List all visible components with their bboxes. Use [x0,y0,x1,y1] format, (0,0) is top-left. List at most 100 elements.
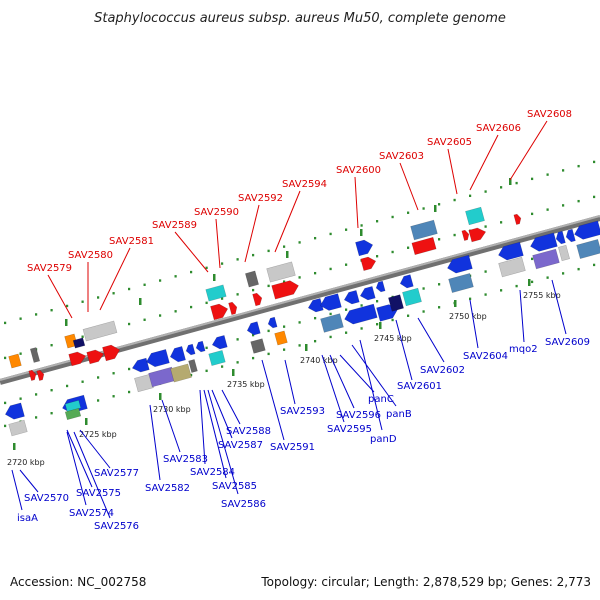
track-dot [267,284,270,288]
gene-label[interactable]: SAV2603 [379,151,424,162]
kbp-label: 2730 kbp [153,405,191,414]
gene-block [8,419,28,437]
track-dot [128,367,131,371]
gene-label[interactable]: SAV2601 [397,381,442,392]
gene-label[interactable]: SAV2579 [27,263,72,274]
gene-label[interactable]: SAV2582 [145,483,190,494]
track-dot [531,280,534,284]
track-dot [593,263,596,267]
gene-label[interactable]: SAV2576 [94,521,139,532]
leader-line [469,134,499,191]
gene-arrow [555,230,566,245]
track-dot [298,276,301,279]
gene-block [82,320,118,342]
track-dot [283,325,286,328]
tick-mark [305,344,308,351]
track-dot [360,224,363,227]
tick-mark [434,205,437,212]
gene-label[interactable]: SAV2577 [94,468,139,479]
gene-label[interactable]: SAV2586 [221,499,266,510]
gene-label[interactable]: SAV2584 [190,467,235,478]
kbp-label: 2755 kbp [523,291,561,300]
gene-block [274,330,288,346]
tick-mark [159,393,162,400]
gene-arrow [399,274,414,289]
leader-line [351,344,397,407]
gene-label[interactable]: SAV2575 [76,488,121,499]
gene-block [557,244,571,262]
gene-block [448,273,474,293]
track-dot [314,316,317,320]
gene-block [8,353,22,369]
track-dot [128,322,131,326]
track-dot [97,399,100,402]
gene-arrow [28,369,37,381]
gene-label[interactable]: SAV2595 [327,424,372,435]
gene-label[interactable]: panC [368,394,394,405]
gene-arrow [447,254,473,274]
gene-label[interactable]: SAV2593 [280,406,325,417]
label-leaders [11,120,567,519]
track-dot [593,160,596,164]
gene-label[interactable]: SAV2594 [282,179,327,190]
track-dot [159,314,162,317]
track-dot [174,275,177,278]
track-dot [283,348,286,351]
tick-mark [360,229,363,236]
track-dot [484,225,487,228]
gene-label[interactable]: SAV2608 [527,109,572,120]
kbp-label: 2740 kbp [300,356,338,365]
leader-line [215,218,221,269]
track-dot [329,232,332,236]
gene-label[interactable]: mqo2 [509,344,538,355]
gene-label[interactable]: SAV2604 [463,351,508,362]
track-dot [236,338,239,341]
gene-label[interactable]: panD [370,434,397,445]
gene-label[interactable]: SAV2574 [69,508,114,519]
gene-label[interactable]: SAV2596 [336,410,381,421]
gene-arrow [36,369,45,381]
track-dot [35,416,38,419]
gene-arrow [498,241,524,261]
gene-arrow [4,402,25,420]
tick-mark [213,274,216,281]
gene-label[interactable]: isaA [17,513,38,524]
track-dot [4,356,7,360]
leader-line [509,120,548,181]
tick-mark [13,443,16,450]
gene-arrow [375,280,386,293]
gene-label[interactable]: SAV2590 [194,207,239,218]
gene-label[interactable]: SAV2580 [68,250,113,261]
track-dot [577,164,580,168]
gene-label[interactable]: panB [386,409,412,420]
gene-block [411,237,437,255]
leader-line [149,404,161,481]
gene-label[interactable]: SAV2605 [427,137,472,148]
track-dot [345,263,348,266]
gene-label[interactable]: SAV2587 [218,440,263,451]
gene-label[interactable]: SAV2592 [238,193,283,204]
scale-ticks: 2720 kbp 2725 kbp 2730 kbp 2735 kbp 2740… [7,178,561,467]
gene-label[interactable]: SAV2606 [476,123,521,134]
gene-label[interactable]: SAV2602 [420,365,465,376]
track-dot [66,304,69,308]
leader-line [284,359,296,405]
genome-summary-text: Topology: circular; Length: 2,878,529 bp… [260,575,591,589]
gene-label[interactable]: SAV2585 [212,481,257,492]
gene-label[interactable]: SAV2583 [163,454,208,465]
leader-line [417,317,445,363]
gene-features [4,206,600,437]
gene-label[interactable]: SAV2609 [545,337,590,348]
gene-label[interactable]: SAV2591 [270,442,315,453]
track-dot [159,279,162,282]
gene-label[interactable]: SAV2581 [109,236,154,247]
gene-label[interactable]: SAV2588 [226,426,271,437]
gene-arrow [86,349,105,365]
track-dot [422,287,425,290]
gene-label[interactable]: SAV2589 [152,220,197,231]
gene-label[interactable]: SAV2600 [336,165,381,176]
track-dot [252,288,255,292]
gene-label[interactable]: SAV2570 [24,493,69,504]
track-dot [546,208,549,211]
